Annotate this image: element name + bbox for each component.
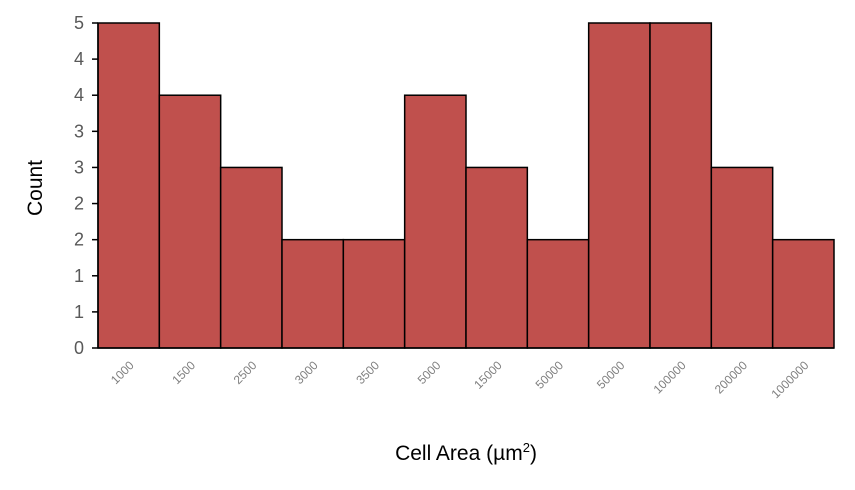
y-tick-label-8: 4 xyxy=(74,49,84,69)
x-tick-label-1: 1500 xyxy=(169,358,198,387)
bar-3 xyxy=(281,238,345,349)
x-ticks-group: 1000 1500 2500 3000 3500 5000 15000 50000 50000 1… xyxy=(108,358,812,401)
y-tick-label-0: 0 xyxy=(74,338,84,358)
y-tick-label-2: 1 xyxy=(74,266,84,286)
y-tick-label-9: 5 xyxy=(74,13,84,33)
bar-5 xyxy=(403,94,467,349)
x-tick-label-0: 1000 xyxy=(108,358,137,387)
x-axis-title-close: ) xyxy=(530,442,537,465)
x-tick-label-5: 5000 xyxy=(415,358,444,387)
bar-1 xyxy=(158,94,222,349)
x-tick-label-2: 2500 xyxy=(231,358,260,387)
x-tick-label-4: 3500 xyxy=(353,358,382,387)
y-tick-label-7: 4 xyxy=(74,85,84,105)
bars-group xyxy=(97,22,835,349)
bar-4 xyxy=(342,238,406,349)
x-axis-title: Cell Area (µm2) xyxy=(395,440,537,465)
x-tick-label-6: 15000 xyxy=(471,358,505,392)
y-tick-label-1: 1 xyxy=(74,302,84,322)
bar-0 xyxy=(97,22,161,349)
x-tick-label-7: 50000 xyxy=(533,358,567,392)
x-tick-label-11: 1000000 xyxy=(769,358,812,401)
x-tick-label-10: 200000 xyxy=(712,358,750,396)
y-ticks-group: 0 1 1 2 2 3 3 4 4 5 xyxy=(74,13,98,358)
bar-6 xyxy=(465,166,529,349)
x-tick-label-3: 3000 xyxy=(292,358,321,387)
x-axis-title-superscript: 2 xyxy=(523,440,530,455)
x-tick-label-8: 50000 xyxy=(594,358,628,392)
bar-10 xyxy=(710,166,774,349)
bar-2 xyxy=(219,166,283,349)
bar-9 xyxy=(649,22,713,349)
x-tick-label-9: 100000 xyxy=(651,358,689,396)
y-tick-label-4: 2 xyxy=(74,194,84,214)
x-axis-title-main: Cell Area (µm xyxy=(395,442,523,465)
y-tick-label-6: 3 xyxy=(74,121,84,141)
bar-7 xyxy=(526,238,590,349)
y-tick-label-5: 3 xyxy=(74,157,84,177)
bar-8 xyxy=(587,22,651,349)
bar-11 xyxy=(771,238,835,349)
y-tick-label-3: 2 xyxy=(74,230,84,250)
y-axis-title: Count xyxy=(24,160,47,216)
